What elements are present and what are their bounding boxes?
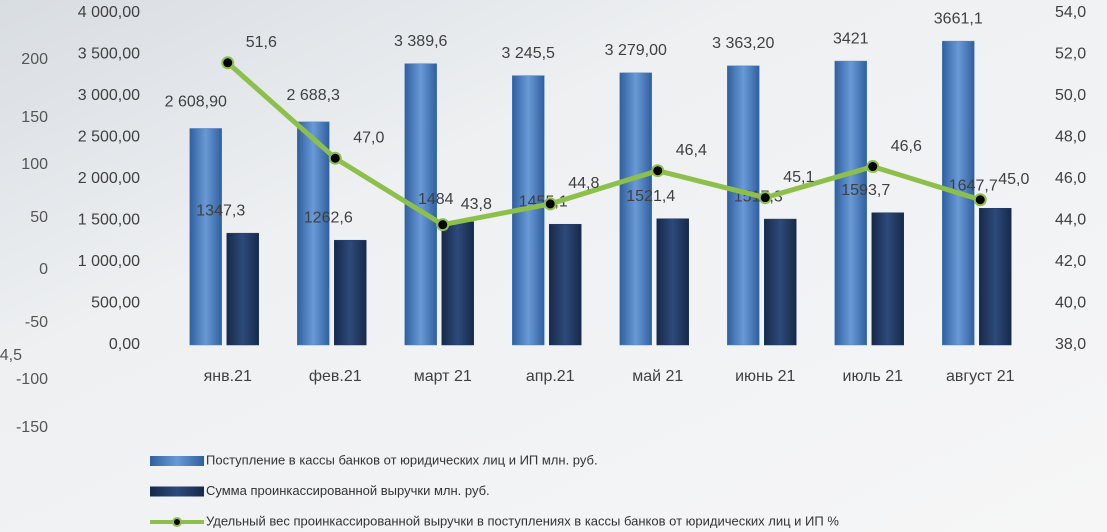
y-tick-label: 500,00 <box>91 295 140 312</box>
x-tick-label: май 21 <box>632 368 683 385</box>
bar <box>549 223 582 346</box>
y2-tick-label: 50,0 <box>1055 87 1086 104</box>
value-label: 43,8 <box>461 196 492 213</box>
value-label: 45,0 <box>998 171 1029 188</box>
value-label: 46,4 <box>676 142 707 159</box>
bar <box>834 60 867 346</box>
bar <box>619 72 652 346</box>
legend-label: Сумма проинкассированной выручки млн. ру… <box>206 483 490 498</box>
y2-tick-label: 52,0 <box>1055 46 1086 63</box>
marker <box>328 151 342 165</box>
value-label: 3 389,6 <box>394 33 447 50</box>
legend-swatch <box>150 456 204 466</box>
legend-swatch <box>172 517 182 527</box>
value-label: 1593,7 <box>841 182 890 199</box>
background-label: 100 <box>21 156 48 173</box>
value-label: 3 279,00 <box>605 42 667 59</box>
bar <box>297 121 330 346</box>
marker <box>221 56 235 70</box>
bar <box>656 218 689 346</box>
value-label: 47,0 <box>353 129 384 146</box>
background-label: 50 <box>30 209 48 226</box>
x-tick-label: фев.21 <box>309 368 362 385</box>
bar <box>334 239 367 346</box>
y-tick-label: 2 000,00 <box>78 170 140 187</box>
value-label: 3421 <box>833 30 869 47</box>
bar <box>979 207 1012 346</box>
value-label: 1262,6 <box>304 209 353 226</box>
y2-tick-label: 46,0 <box>1055 170 1086 187</box>
background-label: -150 <box>16 419 48 436</box>
bar <box>727 65 760 346</box>
background-label: 04,5 <box>0 347 22 364</box>
value-label: 2 608,90 <box>165 94 227 111</box>
value-label: 3 363,20 <box>712 35 774 52</box>
y2-tick-label: 44,0 <box>1055 212 1086 229</box>
marker <box>436 218 450 232</box>
x-tick-label: март 21 <box>414 368 472 385</box>
background-label: 150 <box>21 109 48 126</box>
bar <box>226 232 259 346</box>
marker <box>543 197 557 211</box>
x-tick-label: апр.21 <box>526 368 575 385</box>
bar <box>764 218 797 346</box>
background-label: 0 <box>39 261 48 278</box>
marker <box>758 191 772 205</box>
y-tick-label: 0,00 <box>109 336 140 353</box>
value-label: 46,6 <box>891 138 922 155</box>
value-label: 3661,1 <box>934 10 983 27</box>
marker <box>866 160 880 174</box>
y-tick-label: 3 500,00 <box>78 46 140 63</box>
background-label: 200 <box>21 51 48 68</box>
x-tick-label: июнь 21 <box>735 368 795 385</box>
value-label: 2 688,3 <box>287 87 340 104</box>
value-label: 45,1 <box>783 169 814 186</box>
background-label: -100 <box>16 371 48 388</box>
value-label: 1521,4 <box>626 188 675 205</box>
y-tick-label: 4 000,00 <box>78 4 140 21</box>
bar <box>441 221 474 346</box>
bar <box>871 212 904 346</box>
x-tick-label: июль 21 <box>843 368 904 385</box>
bar <box>189 128 222 346</box>
legend-swatch <box>150 486 204 497</box>
y2-tick-label: 40,0 <box>1055 295 1086 312</box>
legend-label: Удельный вес проинкассированной выручки … <box>206 513 839 528</box>
y-tick-label: 1 500,00 <box>78 212 140 229</box>
y2-tick-label: 42,0 <box>1055 253 1086 270</box>
legend-label: Поступление в кассы банков от юридически… <box>206 452 598 467</box>
value-label: 1347,3 <box>196 202 245 219</box>
line <box>226 60 981 228</box>
value-label: 1647,7 <box>949 177 998 194</box>
background-label: -50 <box>25 314 48 331</box>
x-tick-label: янв.21 <box>204 368 252 385</box>
y-tick-label: 3 000,00 <box>78 87 140 104</box>
y2-tick-label: 48,0 <box>1055 129 1086 146</box>
y-tick-label: 2 500,00 <box>78 129 140 146</box>
value-label: 44,8 <box>568 175 599 192</box>
marker <box>973 193 987 207</box>
value-label: 51,6 <box>246 34 277 51</box>
y2-tick-label: 38,0 <box>1055 336 1086 353</box>
value-label: 1484 <box>418 191 454 208</box>
marker <box>651 164 665 178</box>
x-tick-label: август 21 <box>946 368 1015 385</box>
y2-tick-label: 54,0 <box>1055 4 1086 21</box>
value-label: 3 245,5 <box>502 45 555 62</box>
y-tick-label: 1 000,00 <box>78 253 140 270</box>
